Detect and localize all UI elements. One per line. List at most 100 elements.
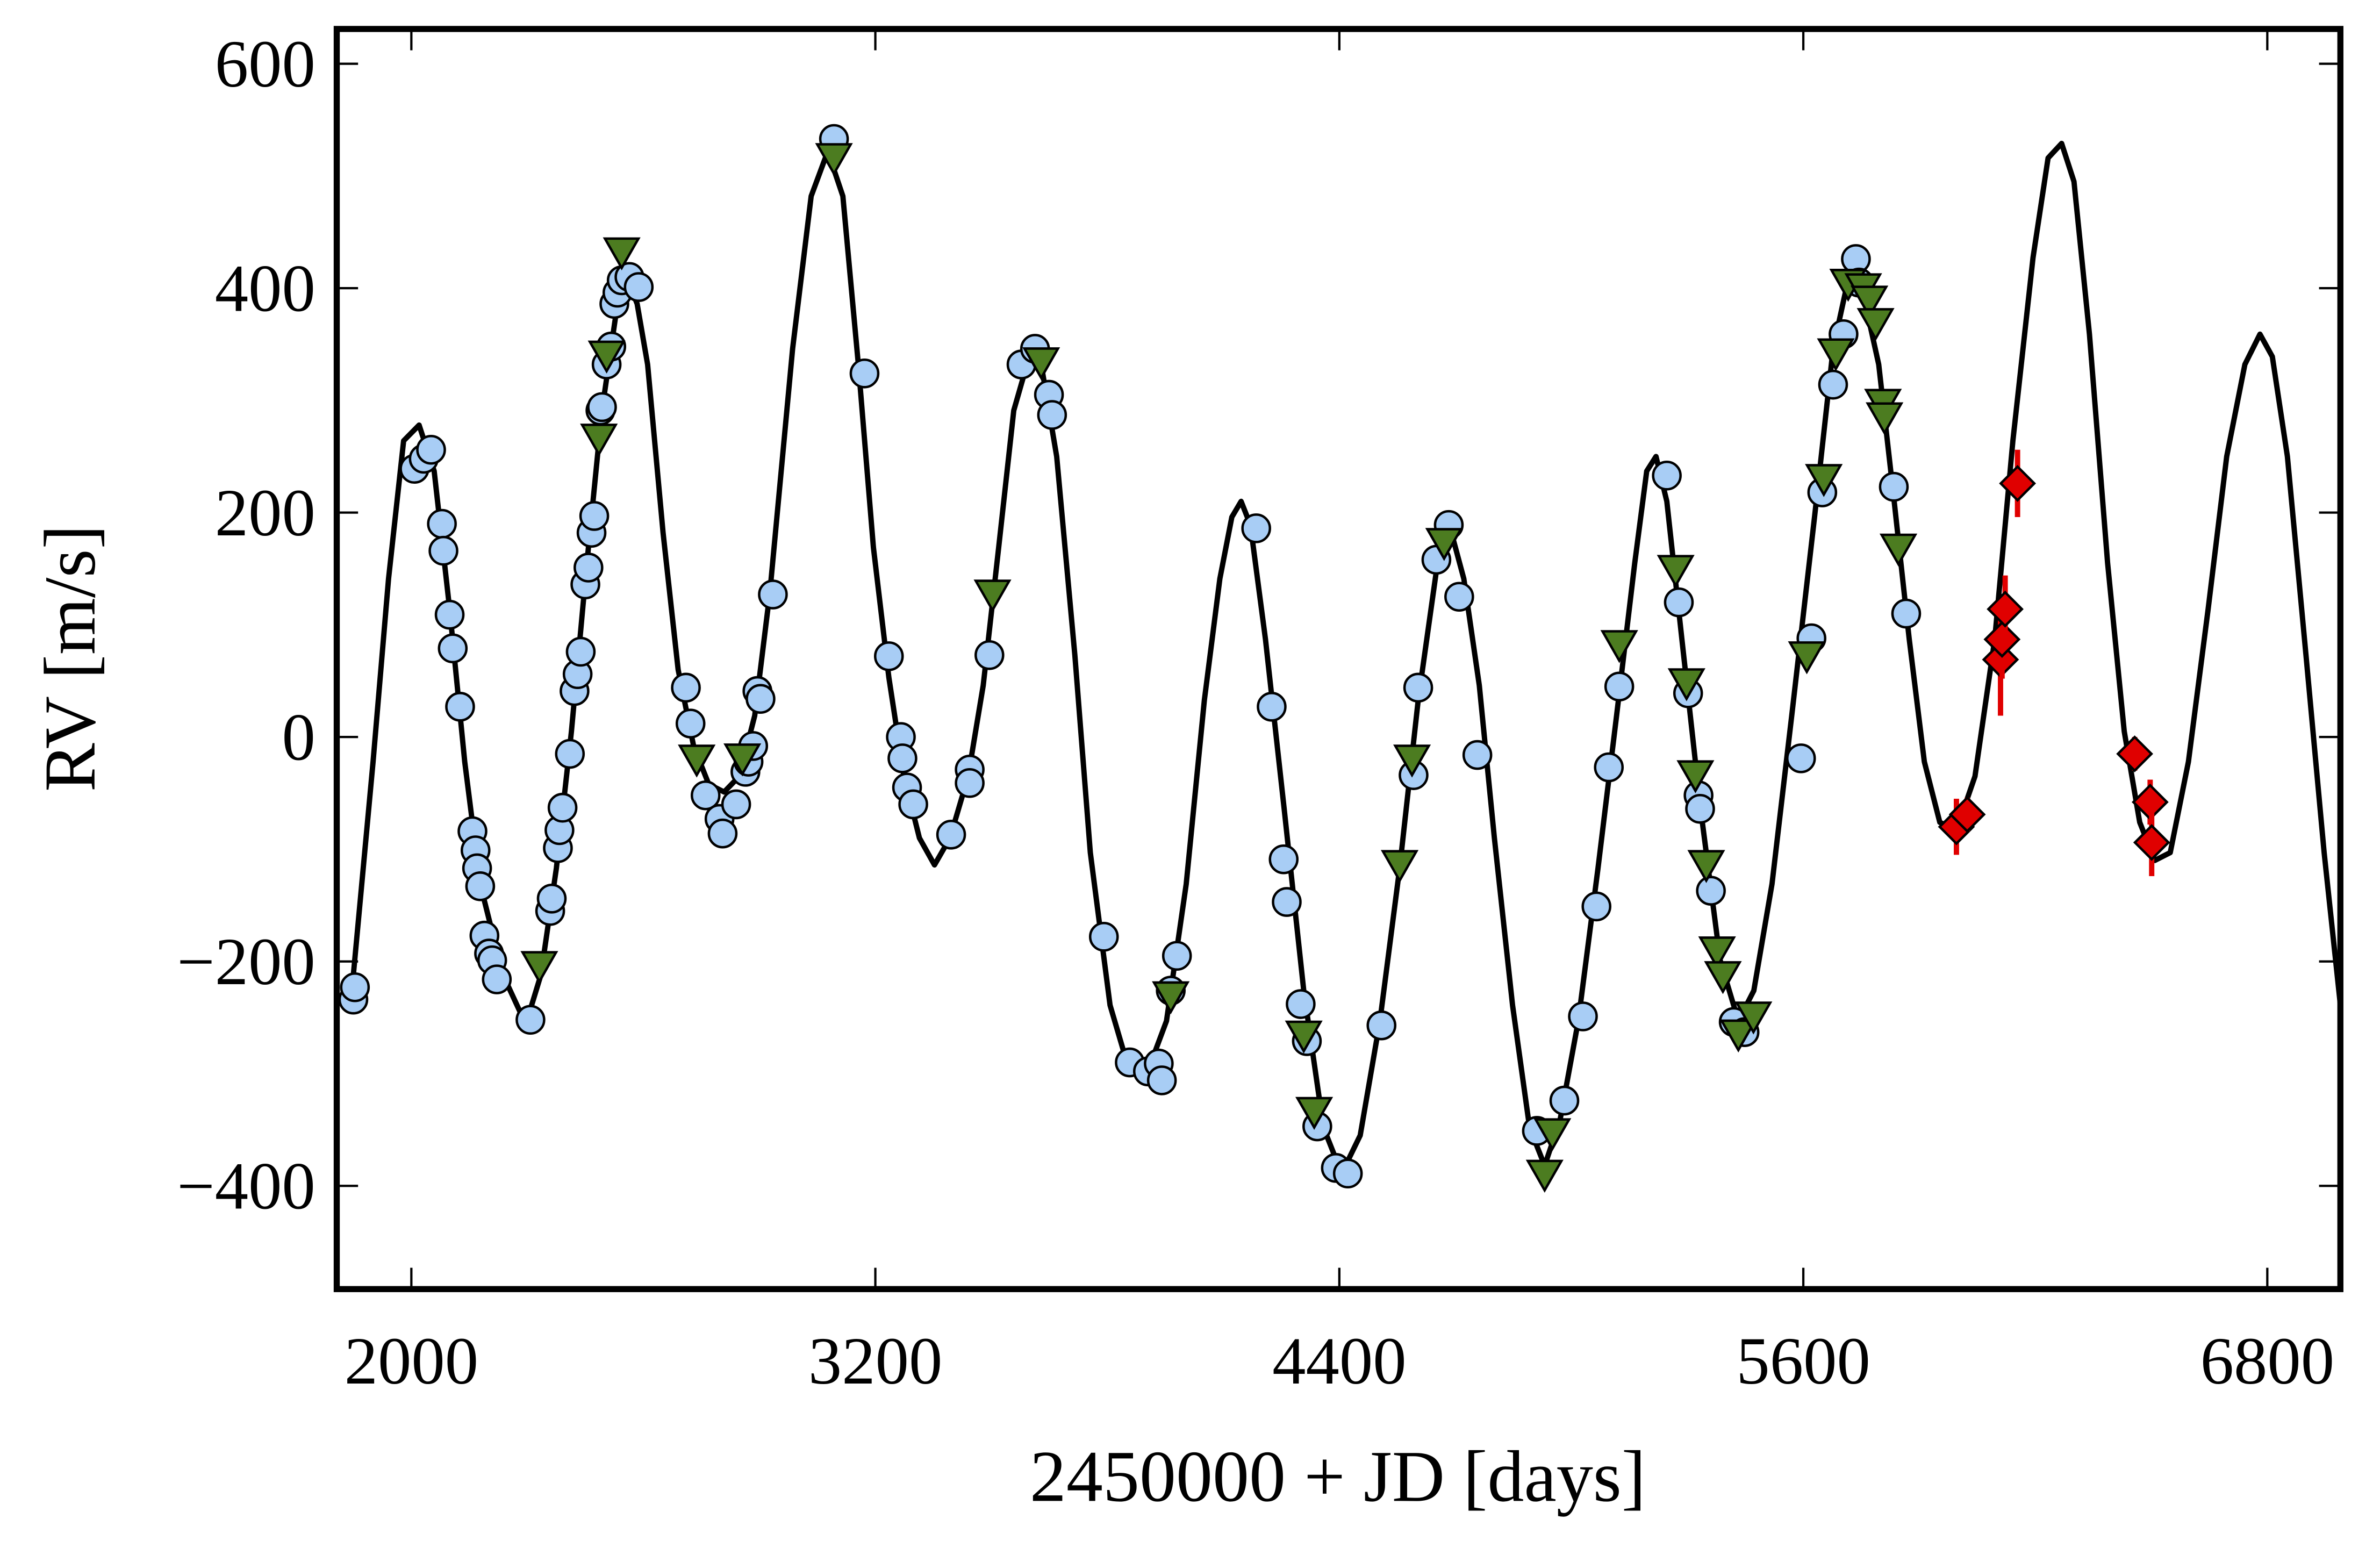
rv-point: [515, 1005, 546, 1035]
model-curve: [336, 140, 2341, 1177]
rv-point: [1444, 582, 1474, 612]
rv-point: [1088, 921, 1119, 952]
rv-point: [2133, 824, 2170, 861]
rv-point: [587, 392, 617, 422]
y-tick-label: 0: [282, 700, 315, 775]
rv-point: [1162, 941, 1192, 971]
rv-point: [1676, 760, 1715, 793]
rv-point: [887, 743, 917, 773]
rv-point: [1685, 794, 1715, 824]
y-tick-label: 600: [215, 27, 316, 101]
rv-point: [758, 579, 788, 610]
rv-point: [1152, 981, 1190, 1015]
rv-point: [2116, 735, 2153, 772]
y-axis-label: RV [m/s]: [30, 525, 111, 792]
rv-point: [707, 818, 738, 849]
rv-point: [547, 792, 578, 823]
rv-point: [1696, 876, 1726, 906]
rv-point: [955, 768, 985, 798]
rv-point: [849, 359, 880, 389]
rv-point: [1272, 887, 1302, 917]
rv-point: [482, 964, 512, 994]
rv-point: [1856, 308, 1895, 341]
rv-point: [1734, 1001, 1773, 1035]
rv-point: [1600, 630, 1638, 663]
rv-point: [1462, 740, 1493, 770]
rv-point: [973, 579, 1012, 613]
rv-point: [1805, 464, 1843, 497]
x-tick-label: 2000: [345, 1324, 478, 1398]
plot-frame: [333, 26, 2343, 1292]
rv-point: [623, 272, 654, 302]
rv-point: [936, 820, 966, 850]
rv-point: [565, 636, 596, 667]
rv-point: [1285, 1020, 1323, 1054]
rv-point: [1295, 1097, 1334, 1130]
rv-point: [536, 884, 567, 914]
rv-point: [1667, 668, 1705, 701]
x-tick-label: 6800: [2200, 1324, 2334, 1398]
rv-point: [1257, 692, 1287, 722]
rv-point: [671, 672, 701, 703]
rv-point: [340, 972, 370, 1002]
rv-point: [1818, 369, 1848, 400]
rv-point: [1698, 936, 1736, 970]
rv-point: [1786, 743, 1816, 773]
rv-point: [427, 508, 457, 539]
rv-point: [1657, 555, 1695, 588]
rv-point: [1022, 347, 1060, 381]
rv-point: [678, 744, 716, 778]
rv-point: [815, 143, 853, 176]
rv-point: [580, 424, 618, 457]
rv-point: [1687, 850, 1725, 883]
rv-point: [1403, 672, 1433, 703]
rv-point: [1866, 402, 1904, 435]
rv-point: [520, 951, 558, 984]
rv-point: [587, 340, 626, 374]
rv-point: [1393, 744, 1431, 778]
rv-point: [603, 237, 641, 270]
rv-point: [1146, 1065, 1177, 1095]
rv-point: [1268, 844, 1299, 875]
rv-point: [1788, 641, 1826, 675]
rv-point: [438, 633, 468, 664]
x-tick-label: 4400: [1272, 1324, 1406, 1398]
rv-point: [1568, 1001, 1598, 1031]
rv-point: [690, 780, 721, 811]
rv-point: [1948, 796, 1986, 833]
y-tick-label: −200: [177, 925, 315, 999]
rv-point: [1879, 471, 1909, 502]
rv-point: [574, 553, 604, 583]
rv-point: [1332, 1158, 1363, 1189]
rv-point: [1987, 590, 2024, 628]
rv-point: [1999, 464, 2037, 502]
rv-point: [1037, 400, 1067, 430]
rv-point: [465, 871, 496, 901]
rv-point: [1286, 989, 1316, 1019]
rv-point: [428, 535, 458, 566]
y-tick-label: −400: [177, 1149, 315, 1223]
rv-point: [445, 692, 475, 722]
rv-point: [1241, 513, 1271, 543]
rv-point: [1983, 621, 2021, 658]
rv-point: [1549, 1085, 1580, 1116]
rv-point: [723, 743, 762, 777]
rv-point: [555, 739, 585, 769]
rv-point: [1425, 528, 1463, 561]
rv-point: [873, 641, 904, 671]
plot-area: [336, 124, 2341, 1193]
rv-point: [1366, 1010, 1397, 1041]
rv-point: [1594, 752, 1624, 783]
x-axis-label: 2450000 + JD [days]: [1030, 1436, 1646, 1517]
y-tick-label: 400: [215, 252, 316, 326]
rv-point: [1380, 850, 1419, 883]
rv-point: [1719, 1019, 1758, 1053]
rv-point: [1891, 598, 1922, 629]
rv-point: [745, 684, 776, 714]
rv-point: [1817, 338, 1855, 371]
rv-point: [1704, 961, 1742, 994]
rv-point: [1652, 460, 1682, 491]
rv-point: [1533, 1118, 1572, 1151]
